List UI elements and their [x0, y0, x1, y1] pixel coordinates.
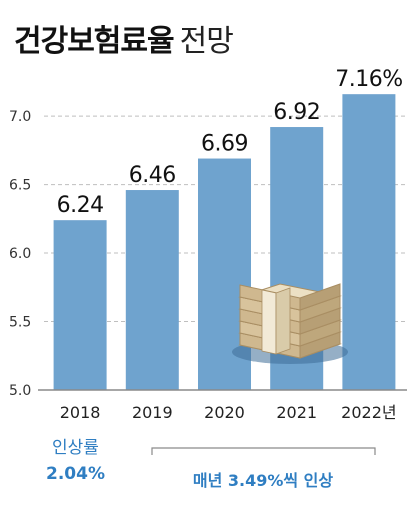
money-stack-icon — [232, 283, 348, 364]
x-tick-label: 2022년 — [341, 403, 396, 422]
title-main: 건강보험료율 — [14, 24, 175, 59]
increase-rate-label: 인상률 — [52, 438, 99, 458]
y-tick-label: 6.0 — [9, 246, 31, 262]
increase-rate-note: 인상률 2.04% — [46, 433, 105, 484]
bar-value-label: 6.92 — [273, 100, 320, 125]
annual-increase-note: 매년 3.49%씩 인상 — [150, 467, 376, 491]
bar-value-label: 7.16% — [335, 67, 402, 92]
x-tick-label: 2020 — [204, 403, 245, 422]
x-tick-label: 2019 — [132, 403, 173, 422]
bar-value-label: 6.69 — [201, 132, 248, 157]
annual-increase-suffix: 씩 인상 — [283, 471, 334, 490]
bar — [53, 220, 107, 390]
bar-value-label: 6.46 — [129, 163, 176, 188]
x-tick-label: 2021 — [276, 403, 317, 422]
title-subtitle: 전망 — [179, 24, 234, 59]
period-bracket — [151, 447, 376, 455]
bar — [342, 94, 396, 390]
increase-rate-value: 2.04% — [46, 464, 105, 484]
annual-increase-value: 3.49% — [227, 471, 284, 490]
y-tick-label: 5.5 — [9, 315, 31, 331]
chart-title: 건강보험료율 전망 — [14, 16, 234, 60]
bar — [125, 190, 179, 390]
x-tick-label: 2018 — [60, 403, 101, 422]
bar-value-label: 6.24 — [57, 193, 104, 218]
y-tick-label: 7.0 — [9, 109, 31, 125]
y-tick-label: 5.0 — [9, 383, 31, 399]
y-tick-label: 6.5 — [9, 178, 31, 194]
annual-increase-prefix: 매년 — [192, 471, 228, 490]
